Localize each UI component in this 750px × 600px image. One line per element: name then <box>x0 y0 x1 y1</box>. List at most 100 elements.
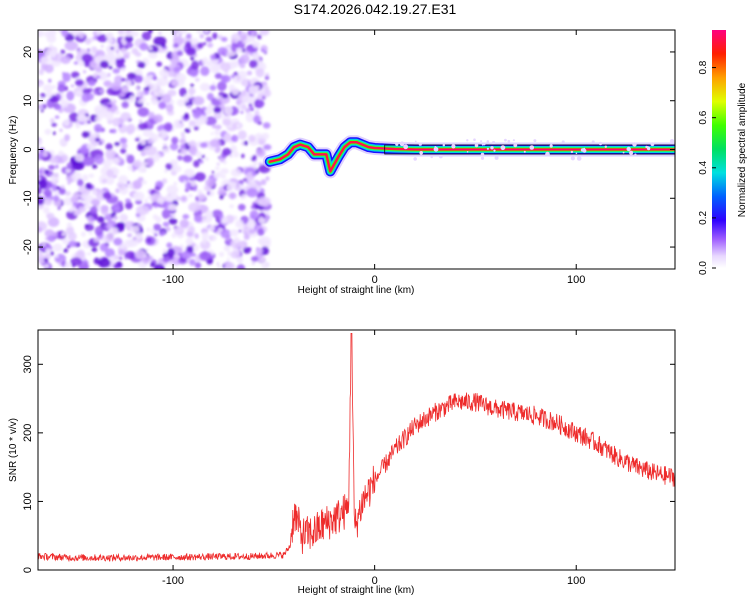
noise-blob <box>265 72 270 77</box>
noise-blob <box>81 231 86 237</box>
noise-blob <box>184 168 195 178</box>
noise-blob <box>196 30 203 34</box>
band-speckle <box>576 156 582 161</box>
band-speckle <box>403 144 409 150</box>
noise-blob <box>60 185 65 189</box>
noise-blob <box>222 160 227 165</box>
noise-blob <box>108 65 113 70</box>
noise-blob <box>252 171 257 177</box>
noise-blob <box>201 238 207 244</box>
noise-blob <box>229 204 234 209</box>
noise-blob <box>129 95 136 103</box>
noise-blob <box>231 39 236 44</box>
noise-blob <box>112 68 121 74</box>
noise-blob <box>120 148 127 154</box>
noise-blob <box>63 248 69 253</box>
noise-blob <box>237 105 243 110</box>
noise-blob <box>47 235 56 242</box>
snr-xlabel: Height of straight line (km) <box>298 585 415 596</box>
noise-blob <box>230 250 240 259</box>
noise-blob <box>125 80 132 87</box>
snr-frame <box>37 329 676 571</box>
noise-blob <box>182 214 190 220</box>
noise-blob <box>110 97 115 103</box>
noise-blob <box>146 227 151 232</box>
noise-blob <box>105 232 115 243</box>
noise-blob <box>184 128 191 133</box>
noise-blob <box>71 71 80 79</box>
noise-blob <box>125 198 131 203</box>
noise-blob <box>261 132 270 140</box>
noise-blob <box>168 70 175 78</box>
band-speckle <box>474 143 479 148</box>
noise-blob <box>216 162 220 166</box>
noise-blob <box>40 56 51 65</box>
noise-blob <box>45 248 52 253</box>
noise-blob <box>197 193 206 201</box>
noise-blob <box>118 256 123 260</box>
noise-blob <box>197 42 204 49</box>
noise-blob <box>202 42 207 46</box>
noise-blob <box>166 51 174 60</box>
noise-blob <box>102 159 112 168</box>
noise-blob <box>114 141 120 147</box>
noise-blob <box>220 62 231 72</box>
noise-blob <box>166 185 179 195</box>
noise-blob <box>86 117 91 122</box>
noise-blob <box>217 265 222 269</box>
noise-blob <box>44 264 50 268</box>
band-speckle <box>598 141 603 146</box>
noise-blob <box>171 165 182 173</box>
noise-blob <box>255 108 259 112</box>
noise-blob <box>214 166 220 171</box>
noise-blob <box>125 51 131 56</box>
band-speckle <box>399 141 405 147</box>
noise-blob <box>97 258 111 268</box>
noise-blob <box>223 132 232 143</box>
noise-blob <box>161 230 166 235</box>
noise-blob <box>148 52 158 59</box>
noise-blob <box>176 196 182 201</box>
noise-blob <box>74 153 85 162</box>
noise-blob <box>148 46 153 51</box>
y-tick-label: 300 <box>22 355 34 373</box>
band-speckle <box>575 152 578 155</box>
noise-blob <box>248 134 256 142</box>
noise-blob <box>153 203 158 208</box>
noise-blob <box>231 60 240 68</box>
noise-blob <box>240 110 244 114</box>
band-speckle <box>413 157 418 161</box>
noise-blob <box>217 47 228 56</box>
band-speckle <box>561 140 565 144</box>
noise-blob <box>190 38 199 45</box>
band-speckle <box>513 143 518 148</box>
noise-blob <box>94 154 104 165</box>
noise-blob <box>113 215 118 221</box>
noise-blob <box>49 44 53 48</box>
noise-blob <box>52 85 57 89</box>
noise-blob <box>142 129 154 138</box>
noise-blob <box>181 135 186 139</box>
noise-blob <box>194 262 202 269</box>
noise-blob <box>177 155 183 161</box>
noise-blob <box>164 169 168 173</box>
noise-blob <box>235 47 243 54</box>
noise-blob <box>178 175 189 183</box>
noise-blob <box>82 174 89 182</box>
noise-blob <box>67 231 77 241</box>
noise-blob <box>157 129 169 140</box>
noise-blob <box>238 229 242 233</box>
noise-blob <box>226 183 234 192</box>
noise-blob <box>243 140 249 146</box>
noise-blob <box>145 248 149 252</box>
noise-blob <box>220 229 232 239</box>
noise-blob <box>115 188 120 194</box>
noise-blob <box>126 30 132 35</box>
noise-blob <box>155 216 162 223</box>
band-speckle <box>523 150 526 153</box>
noise-blob <box>45 47 58 57</box>
noise-blob <box>262 122 271 129</box>
noise-blob <box>47 217 60 228</box>
noise-blob <box>185 41 192 49</box>
signal-track <box>262 135 675 179</box>
